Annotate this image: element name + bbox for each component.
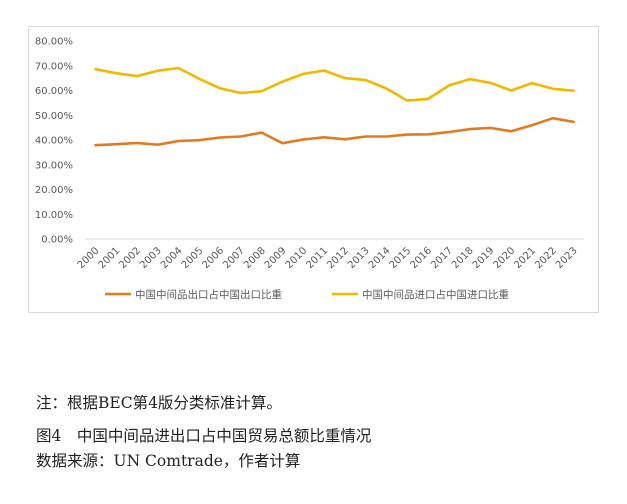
x-tick-label: 2021 bbox=[512, 245, 538, 271]
x-tick-label: 2016 bbox=[408, 245, 434, 271]
x-tick-label: 2006 bbox=[200, 245, 226, 271]
x-tick-label: 2019 bbox=[471, 245, 497, 271]
x-axis: 2000200120022003200420052006200720082009… bbox=[76, 245, 580, 271]
y-tick-label: 70.00% bbox=[35, 61, 73, 72]
x-tick-label: 2004 bbox=[159, 245, 185, 271]
series-line-1 bbox=[94, 116, 575, 147]
line-chart: 0.00% 10.00% 20.00% 30.00% 40.00% 50.00% 60.00… bbox=[35, 37, 584, 301]
x-tick-label: 2001 bbox=[97, 245, 123, 271]
x-tick-label: 2003 bbox=[138, 245, 164, 271]
x-tick-label: 2013 bbox=[346, 245, 372, 271]
y-tick-label: 40.00% bbox=[35, 136, 73, 147]
x-tick-label: 2014 bbox=[367, 245, 393, 271]
legend-label-1: 中国中间品出口占中国出口比重 bbox=[135, 288, 282, 301]
y-tick-label: 20.00% bbox=[35, 185, 73, 196]
x-tick-label: 2010 bbox=[284, 245, 310, 271]
x-tick-label: 2022 bbox=[533, 245, 559, 271]
x-tick-label: 2023 bbox=[554, 245, 580, 271]
x-tick-label: 2012 bbox=[325, 245, 351, 271]
y-tick-label: 80.00% bbox=[35, 37, 73, 48]
x-tick-label: 2015 bbox=[388, 245, 414, 271]
series-line-2 bbox=[94, 66, 575, 102]
x-tick-label: 2018 bbox=[450, 245, 476, 271]
data-source: 数据来源：UN Comtrade，作者计算 bbox=[36, 452, 301, 470]
legend: 中国中间品出口占中国出口比重 中国中间品进口占中国进口比重 bbox=[105, 288, 509, 301]
x-tick-label: 2000 bbox=[76, 245, 102, 271]
x-tick-label: 2007 bbox=[221, 245, 247, 271]
legend-label-2: 中国中间品进口占中国进口比重 bbox=[362, 288, 509, 301]
y-axis: 0.00% 10.00% 20.00% 30.00% 40.00% 50.00% 60.00… bbox=[35, 37, 73, 246]
x-tick-label: 2011 bbox=[304, 245, 330, 271]
y-tick-label: 10.00% bbox=[35, 210, 73, 221]
y-tick-label: 50.00% bbox=[35, 111, 73, 122]
x-tick-label: 2008 bbox=[242, 245, 268, 271]
x-tick-label: 2005 bbox=[180, 245, 206, 271]
series-layer bbox=[94, 66, 575, 147]
x-tick-label: 2009 bbox=[263, 245, 289, 271]
x-tick-label: 2017 bbox=[429, 245, 455, 271]
chart-area: 0.00% 10.00% 20.00% 30.00% 40.00% 50.00% 60.00… bbox=[28, 26, 599, 313]
x-tick-label: 2020 bbox=[492, 245, 518, 271]
chart-note: 注：根据BEC第4版分类标准计算。 bbox=[36, 394, 282, 412]
x-tick-label: 2002 bbox=[117, 245, 143, 271]
y-tick-label: 0.00% bbox=[41, 235, 73, 246]
y-tick-label: 30.00% bbox=[35, 160, 73, 171]
figure-caption: 图4 中国中间品进出口占中国贸易总额比重情况 bbox=[36, 427, 372, 445]
y-tick-label: 60.00% bbox=[35, 86, 73, 97]
